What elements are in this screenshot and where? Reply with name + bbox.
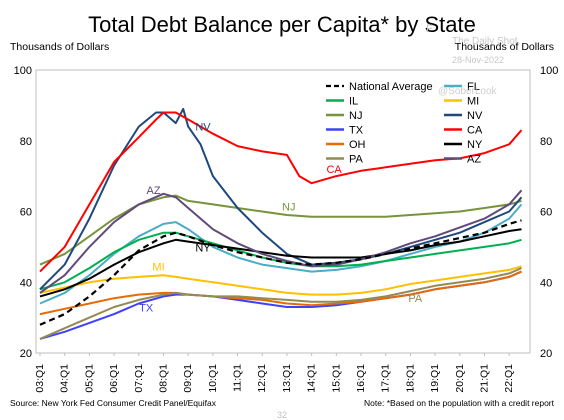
series-line-ny — [39, 228, 522, 298]
y-tick-label-right: 80 — [540, 136, 552, 148]
inline-label-az: AZ — [147, 185, 161, 197]
right-axis-unit-label: Thousands of Dollars — [455, 41, 554, 53]
y-tick-label-right: 40 — [540, 277, 552, 289]
x-tick-label: 03:Q1 — [34, 364, 46, 393]
legend: National Average FL IL MI NJ NV TX CA OH NY PA AZ — [326, 81, 483, 166]
source-note: Source: New York Fed Consumer Credit Pan… — [10, 398, 217, 408]
series-line-nj — [39, 194, 522, 266]
x-tick-label: 22:Q1 — [503, 364, 515, 393]
legend-label-il: IL — [349, 96, 358, 108]
inline-label-nv: NV — [195, 122, 211, 134]
x-tick-label: 17:Q1 — [380, 364, 392, 393]
left-axis-unit-label: Thousands of Dollars — [10, 41, 109, 53]
x-tick-label: 16:Q1 — [355, 364, 367, 393]
series-line-nv — [39, 107, 523, 291]
x-tick-label: 06:Q1 — [108, 364, 120, 393]
series-line-ca — [39, 111, 523, 273]
inline-label-mi: MI — [152, 262, 164, 274]
x-tick-label: 09:Q1 — [182, 364, 194, 393]
series-line-national-average — [39, 219, 522, 326]
legend-label-national-average: National Average — [349, 81, 433, 93]
chart-title: Total Debt Balance per Capita* by State — [88, 12, 476, 37]
legend-label-nv: NV — [467, 110, 483, 122]
footnote: Note: *Based on the population with a cr… — [364, 398, 555, 408]
x-tick-label: 14:Q1 — [306, 364, 318, 393]
legend-label-ca: CA — [467, 125, 483, 137]
x-tick-label: 10:Q1 — [207, 364, 219, 393]
series-line-il — [39, 231, 522, 291]
series-line-oh — [39, 270, 522, 316]
inline-label-ny: NY — [195, 243, 211, 255]
header-fragment: F — [426, 23, 433, 35]
legend-label-mi: MI — [467, 96, 479, 108]
x-tick-label: 05:Q1 — [83, 364, 95, 393]
legend-label-nj: NJ — [349, 110, 362, 122]
legend-label-az: AZ — [467, 154, 481, 166]
page-number: 32 — [277, 410, 287, 420]
y-tick-label-right: 60 — [540, 207, 552, 219]
x-tick-label: 19:Q1 — [429, 364, 441, 393]
legend-label-pa: PA — [349, 154, 364, 166]
x-tick-label: 21:Q1 — [478, 364, 490, 393]
legend-label-tx: TX — [349, 125, 364, 137]
plot-area-frame — [35, 69, 531, 354]
x-tick-label: 04:Q1 — [59, 364, 71, 393]
series-line-mi — [39, 265, 522, 296]
watermark-date: 28-Nov-2022 — [452, 55, 504, 65]
y-tick-label-left: 40 — [20, 277, 32, 289]
watermark-source: The Daily Shot — [452, 36, 518, 47]
x-tick-label: 20:Q1 — [454, 364, 466, 393]
series-line-az — [39, 189, 523, 294]
series-line-tx — [39, 270, 522, 340]
y-tick-label-left: 20 — [20, 348, 32, 360]
y-tick-label-left: 100 — [14, 65, 32, 77]
x-tick-label: 08:Q1 — [157, 364, 169, 393]
y-tick-label-left: 80 — [20, 136, 32, 148]
series-line-pa — [39, 267, 522, 340]
y-tick-label-right: 100 — [540, 65, 558, 77]
watermark-handle: @SoberLook — [438, 86, 498, 97]
x-tick-label: 11:Q1 — [232, 364, 244, 392]
legend-label-oh: OH — [349, 139, 366, 151]
x-tick-label: 07:Q1 — [133, 364, 145, 393]
inline-label-tx: TX — [139, 302, 154, 314]
y-tick-label-left: 60 — [20, 207, 32, 219]
legend-label-fl: FL — [467, 81, 480, 93]
legend-label-ny: NY — [467, 139, 483, 151]
inline-label-pa: PA — [408, 293, 423, 305]
x-tick-label: 18:Q1 — [404, 364, 416, 393]
x-tick-label: 13:Q1 — [281, 364, 293, 393]
inline-label-ca: CA — [326, 164, 342, 176]
x-tick-label: 15:Q1 — [330, 364, 342, 393]
x-tick-label: 12:Q1 — [256, 364, 268, 393]
inline-label-nj: NJ — [282, 201, 295, 213]
y-tick-label-right: 20 — [540, 348, 552, 360]
